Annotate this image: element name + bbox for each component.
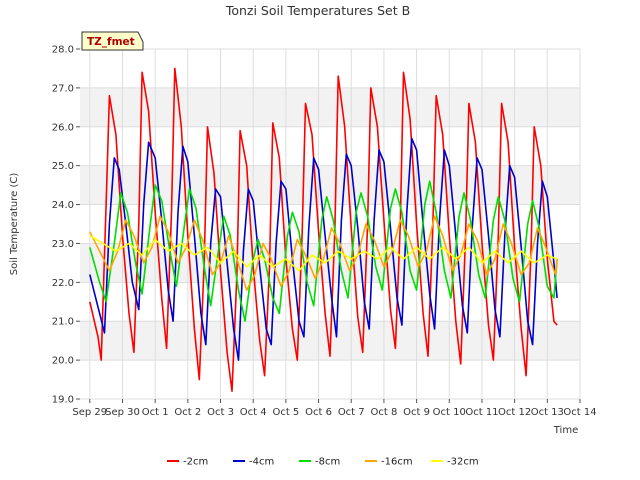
y-tick-label: 27.0 — [52, 83, 74, 94]
x-tick-label: Oct 7 — [338, 407, 365, 418]
y-axis-label: Soil Temperature (C) — [9, 173, 20, 276]
badge: TZ_fmet — [81, 31, 144, 51]
x-tick-label: Oct 4 — [240, 407, 267, 418]
y-tick-label: 20.0 — [52, 356, 74, 367]
y-tick-label: 22.0 — [52, 278, 74, 289]
series-line-2cmcm — [89, 67, 558, 392]
x-tick-label: Sep 30 — [105, 407, 140, 418]
legend: -2cm -4cm -8cm -16cm -32cm — [167, 457, 479, 468]
x-tick-label: Oct 5 — [272, 407, 299, 418]
y-axis: 19.0 20.0 21.0 22.0 23.0 24.0 25.0 26.0 27.0 28.0 — [52, 45, 80, 406]
series-lines — [89, 67, 558, 392]
badge-label: TZ_fmet — [87, 36, 135, 48]
y-tick-label: 21.0 — [52, 317, 74, 328]
x-tick-label: Sep 29 — [72, 407, 107, 418]
y-tick-label: 24.0 — [52, 200, 74, 211]
plot-band — [80, 87, 580, 127]
series-line-8cmcm — [89, 180, 558, 322]
x-tick-label: Oct 12 — [498, 407, 531, 418]
x-tick-label: Oct 3 — [207, 407, 234, 418]
series-line-32cmcm — [89, 235, 558, 272]
y-tick-label: 25.0 — [52, 161, 74, 172]
legend-label: -8cm — [315, 457, 340, 468]
plot-band — [80, 165, 580, 205]
legend-label: -32cm — [447, 457, 479, 468]
y-tick-label: 23.0 — [52, 239, 74, 250]
y-tick-label: 19.0 — [52, 395, 74, 406]
y-tick-label: 26.0 — [52, 122, 74, 133]
legend-label: -16cm — [381, 457, 413, 468]
series-line-4cmcm — [89, 137, 558, 361]
x-tick-label: Oct 14 — [563, 407, 596, 418]
y-tick-label: 28.0 — [52, 45, 74, 56]
x-tick-label: Oct 10 — [433, 407, 466, 418]
x-tick-label: Oct 11 — [465, 407, 498, 418]
series-line-16cmcm — [89, 215, 558, 291]
legend-label: -4cm — [249, 457, 274, 468]
x-tick-label: Oct 6 — [305, 407, 332, 418]
x-tick-label: Oct 9 — [403, 407, 430, 418]
x-axis-label: Time — [553, 425, 578, 436]
x-tick-label: Oct 8 — [370, 407, 397, 418]
legend-label: -2cm — [183, 457, 208, 468]
badge-box — [81, 31, 144, 51]
x-tick-label: Oct 1 — [142, 407, 169, 418]
x-tick-label: Oct 13 — [531, 407, 564, 418]
chart-title: Tonzi Soil Temperatures Set B — [225, 3, 410, 18]
x-tick-label: Oct 2 — [174, 407, 201, 418]
